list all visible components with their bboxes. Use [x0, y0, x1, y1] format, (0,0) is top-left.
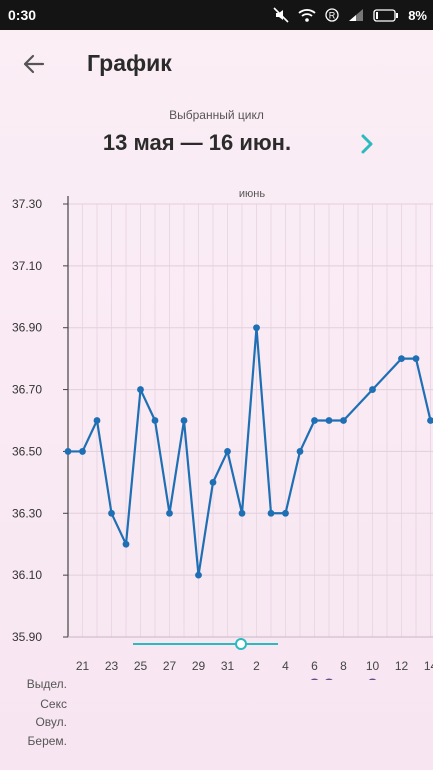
data-point[interactable]: [108, 509, 115, 517]
sex-marker-icon: [310, 678, 319, 680]
x-tick-label: 14: [424, 659, 433, 673]
data-point[interactable]: [64, 448, 72, 455]
data-point[interactable]: [427, 417, 433, 424]
cycle-slider-handle[interactable]: [235, 638, 247, 650]
sex-marker-icon: [368, 678, 377, 680]
data-point[interactable]: [238, 509, 246, 517]
data-point[interactable]: [195, 571, 202, 579]
status-bar: 0:30 R 8%: [0, 0, 433, 30]
data-point[interactable]: [296, 448, 304, 455]
temperature-chart[interactable]: 37.30 37.10 36.90 36.70 36.50 36.30 36.10 35.90…: [0, 180, 433, 680]
next-cycle-button[interactable]: [356, 132, 378, 156]
data-point[interactable]: [180, 417, 188, 424]
y-tick-label: 36.10: [12, 568, 42, 582]
data-point[interactable]: [79, 448, 86, 455]
x-tick-label: 29: [192, 659, 206, 673]
svg-text:R: R: [329, 11, 336, 21]
data-point[interactable]: [151, 417, 159, 424]
x-tick-label: 23: [105, 659, 119, 673]
cycle-caption: Выбранный цикл: [169, 108, 264, 122]
x-tick-label: 27: [163, 659, 177, 673]
data-point[interactable]: [282, 509, 289, 517]
data-point[interactable]: [137, 386, 144, 393]
row-label-discharge: Выдел.: [26, 677, 67, 691]
y-tick-label: 36.30: [12, 506, 42, 520]
chevron-right-icon: [361, 134, 373, 154]
sex-marker-icon: [325, 678, 333, 680]
data-point[interactable]: [398, 355, 405, 363]
x-tick-label: 12: [395, 659, 409, 673]
x-tick-label: 4: [282, 659, 289, 673]
x-tick-label: 31: [221, 659, 235, 673]
data-point[interactable]: [340, 417, 347, 424]
x-tick-label: 6: [311, 659, 318, 673]
y-tick-label: 36.50: [12, 444, 42, 458]
y-tick-label: 36.70: [12, 383, 42, 397]
status-icons: R 8%: [273, 6, 427, 24]
mute-icon: [273, 7, 289, 23]
battery-percent: 8%: [408, 7, 427, 23]
y-tick-label: 35.90: [12, 630, 42, 644]
x-tick-label: 21: [76, 659, 90, 673]
page-title: График: [87, 50, 172, 76]
cycle-range: 13 мая — 16 июн.: [102, 130, 292, 155]
x-tick-label: 8: [340, 659, 347, 673]
signal-icon: [348, 8, 364, 22]
row-label-sex: Секс: [40, 697, 67, 711]
app-header: График: [0, 30, 433, 98]
data-point[interactable]: [224, 448, 231, 455]
data-point[interactable]: [209, 478, 217, 486]
y-tick-label: 36.90: [12, 321, 42, 335]
arrow-left-icon: [23, 54, 45, 74]
data-point[interactable]: [166, 509, 173, 517]
y-tick-label: 37.30: [12, 197, 42, 211]
x-tick-label: 10: [366, 659, 380, 673]
data-point[interactable]: [253, 324, 260, 332]
month-label: июнь: [239, 188, 265, 200]
status-time: 0:30: [8, 7, 37, 23]
data-point[interactable]: [369, 386, 376, 393]
battery-icon: [373, 8, 399, 22]
data-point[interactable]: [325, 417, 333, 424]
wifi-icon: [298, 8, 316, 22]
data-point[interactable]: [267, 509, 275, 517]
back-button[interactable]: [18, 48, 50, 80]
data-point[interactable]: [311, 417, 318, 424]
temperature-line: [68, 326, 432, 577]
y-tick-label: 37.10: [12, 259, 42, 273]
row-label-pregnancy: Берем.: [27, 734, 67, 748]
data-point[interactable]: [122, 540, 130, 548]
r-badge-icon: R: [325, 8, 339, 22]
data-point[interactable]: [93, 417, 101, 424]
x-tick-label: 25: [134, 659, 148, 673]
x-tick-label: 2: [253, 659, 260, 673]
row-label-ovulation: Овул.: [35, 715, 67, 729]
data-point[interactable]: [412, 355, 420, 363]
